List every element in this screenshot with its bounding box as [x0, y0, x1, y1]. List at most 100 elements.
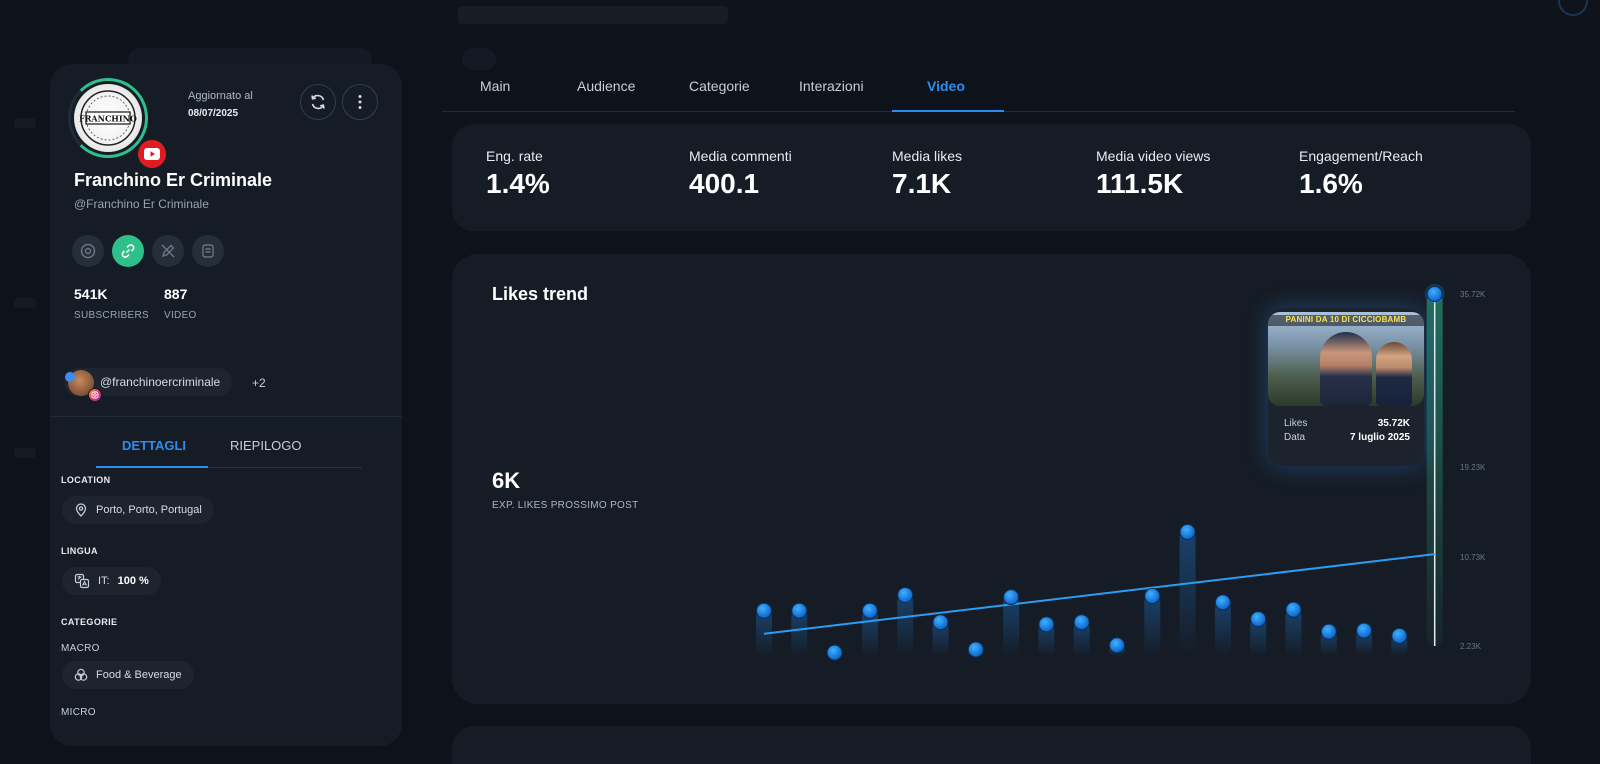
- tooltip-likes-value: 35.72K: [1377, 418, 1410, 429]
- main-tabs: Main Audience Categorie Interazioni Vide…: [442, 64, 1515, 112]
- video-thumbnail[interactable]: PANINI DA 10 DI CICCIOBAMB: [1268, 312, 1424, 406]
- stat-value: 541K: [74, 286, 108, 302]
- data-point: [1214, 594, 1231, 611]
- metric-value: 111.5K: [1096, 168, 1184, 199]
- tooltip-likes-row: Likes 35.72K: [1284, 418, 1410, 429]
- tab-dettagli[interactable]: DETTAGLI: [122, 438, 187, 453]
- avatar-progress-ring: [68, 78, 148, 158]
- at-icon-button[interactable]: [72, 235, 104, 267]
- data-point: [1320, 623, 1337, 640]
- verified-icon: [65, 372, 75, 382]
- data-point: [1426, 286, 1443, 302]
- metric-label: Media video views: [1096, 148, 1211, 164]
- avatar-image: FRANCHINO: [74, 84, 142, 152]
- lingua-label: LINGUA: [61, 546, 98, 556]
- data-point: [1109, 637, 1125, 654]
- categorie-label: CATEGORIE: [61, 617, 118, 627]
- no-edit-icon-button[interactable]: [152, 235, 184, 267]
- vertical-dots-icon: [358, 95, 362, 109]
- tab-categorie[interactable]: Categorie: [689, 78, 750, 94]
- data-point: [861, 602, 878, 619]
- updated-label: Aggiornato al: [188, 90, 253, 102]
- metric-value: 400.1: [689, 168, 760, 199]
- y-tick-label: 19.23K: [1460, 463, 1486, 472]
- edit-off-icon: [161, 244, 175, 258]
- link-icon-button[interactable]: [112, 235, 144, 267]
- language-pill: IT: 100 %: [62, 567, 161, 595]
- metric-label: Media commenti: [689, 148, 792, 164]
- expected-likes-label: EXP. LIKES PROSSIMO POST: [492, 500, 639, 511]
- instagram-icon: [88, 388, 102, 402]
- data-point: [897, 587, 914, 604]
- next-section-card: [452, 726, 1531, 764]
- updated-date: 08/07/2025: [188, 108, 239, 119]
- tooltip-likes-label: Likes: [1284, 418, 1308, 429]
- tab-main[interactable]: Main: [480, 78, 511, 94]
- stat-label: VIDEO: [164, 310, 197, 321]
- profile-handle: @Franchino Er Criminale: [74, 197, 209, 211]
- document-icon: [202, 244, 214, 258]
- likes-trend-card: Likes trend 6K EXP. LIKES PROSSIMO POST …: [452, 254, 1531, 704]
- profile-card: FRANCHINO Aggiornato al 08/07/2025 Franc…: [50, 64, 402, 746]
- data-point: [1356, 622, 1373, 639]
- data-point: [826, 644, 843, 661]
- tab-riepilogo[interactable]: RIEPILOGO: [230, 438, 302, 453]
- active-tab-underline: [892, 110, 1004, 112]
- background-sidebar-item: [14, 448, 36, 458]
- app-topbar: [0, 0, 1600, 40]
- linked-account-chip[interactable]: @franchinoercriminale: [64, 368, 233, 402]
- metric-media-likes: Media likes 7.1K: [892, 148, 962, 200]
- point-column: [1214, 602, 1231, 656]
- trend-line: [763, 553, 1435, 635]
- data-point: [1003, 589, 1020, 606]
- active-tab-underline: [96, 466, 208, 468]
- data-point: [1073, 614, 1090, 631]
- metrics-card: Eng. rate 1.4% Media commenti 400.1 Medi…: [452, 124, 1531, 231]
- refresh-button[interactable]: [300, 84, 336, 120]
- platform-icons: [72, 235, 224, 267]
- link-icon: [121, 244, 135, 258]
- point-column: [1179, 531, 1196, 656]
- data-point: [1250, 611, 1267, 628]
- metric-label: Eng. rate: [486, 148, 543, 164]
- metric-engagement-reach: Engagement/Reach 1.6%: [1299, 148, 1423, 200]
- tab-interazioni[interactable]: Interazioni: [799, 78, 864, 94]
- expected-likes-value: 6K: [492, 468, 521, 493]
- thumbnail-person: [1376, 342, 1412, 406]
- document-icon-button[interactable]: [192, 235, 224, 267]
- location-value: Porto, Porto, Portugal: [96, 504, 202, 516]
- macro-label: MACRO: [61, 643, 100, 654]
- category-circles-icon: [74, 668, 88, 681]
- point-column: [1038, 624, 1055, 656]
- stat-subscribers: 541K SUBSCRIBERS: [74, 286, 149, 321]
- profile-tabs: DETTAGLI RIEPILOGO: [96, 424, 362, 468]
- point-column: [1144, 596, 1161, 656]
- profile-avatar: FRANCHINO: [68, 78, 168, 170]
- tab-video[interactable]: Video: [927, 78, 965, 94]
- background-sidebar-item: [14, 118, 36, 128]
- more-accounts-link[interactable]: +2: [252, 376, 266, 390]
- franchino-logo-icon: FRANCHINO: [79, 90, 137, 146]
- location-label: LOCATION: [61, 475, 111, 485]
- metric-value: 1.4%: [486, 168, 550, 199]
- language-code: IT:: [98, 575, 110, 587]
- data-point: [1144, 588, 1161, 605]
- more-options-button[interactable]: [342, 84, 378, 120]
- point-column: [1003, 597, 1020, 656]
- tab-audience[interactable]: Audience: [577, 78, 636, 94]
- at-sign-icon: [80, 243, 96, 259]
- tooltip-date-row: Data 7 luglio 2025: [1284, 432, 1410, 443]
- profile-name: Franchino Er Criminale: [74, 170, 273, 190]
- location-pin-icon: [75, 503, 87, 517]
- metric-value: 1.6%: [1299, 168, 1363, 199]
- metric-media-video-views: Media video views 111.5K: [1096, 148, 1210, 200]
- svg-text:FRANCHINO: FRANCHINO: [79, 114, 137, 124]
- youtube-icon: [136, 138, 168, 170]
- thumbnail-title: PANINI DA 10 DI CICCIOBAMB: [1268, 315, 1424, 326]
- thumbnail-person: [1320, 332, 1372, 406]
- stat-video: 887 VIDEO: [164, 286, 197, 321]
- data-point: [932, 614, 949, 631]
- linked-account-handle: @franchinoercriminale: [100, 375, 221, 389]
- stat-value: 887: [164, 286, 188, 302]
- stat-label: SUBSCRIBERS: [74, 310, 149, 321]
